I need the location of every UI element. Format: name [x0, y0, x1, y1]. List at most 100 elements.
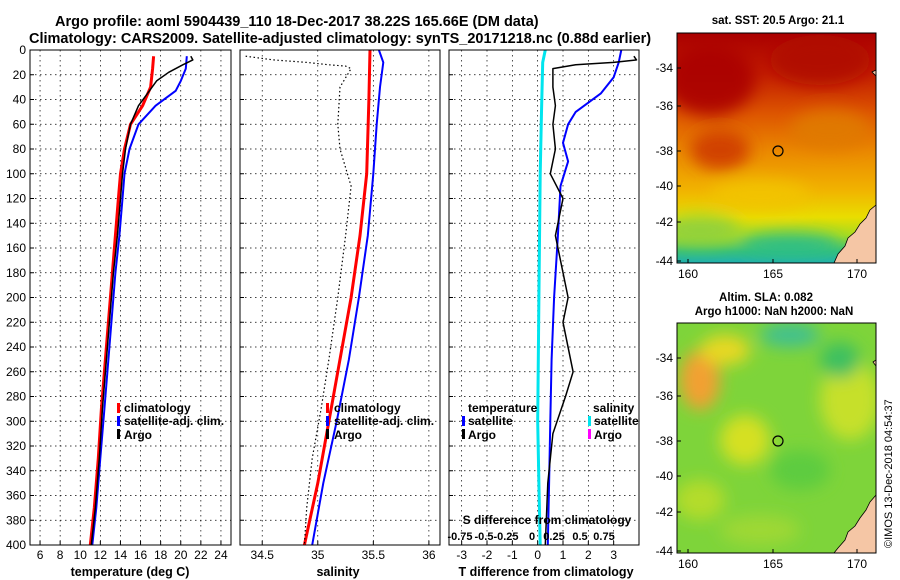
lat-tick-label: -34	[656, 351, 674, 365]
series-line-argo	[90, 55, 194, 545]
lat-tick-label: -34	[656, 61, 674, 75]
series-line-satellite-adj-clim-	[91, 56, 188, 545]
sst-lat-tick-labels: -34 -36 -38 -40 -42 -44	[656, 61, 681, 268]
lon-tick-label: 165	[763, 267, 783, 281]
depth-tick-label: 160	[6, 241, 26, 255]
x-tick-label: 0	[534, 548, 541, 562]
salinity-panel: 34.5 35 35.5 36 salinity climatology satell…	[239, 49, 441, 579]
temperature-panel: 0 20 40 60 80 100 120 140 160 180 200 220 240 260 280 3…	[6, 43, 232, 579]
difference-tick-labels: -3 -2 -1 0 1 2 3	[456, 548, 617, 562]
depth-tick-label: 220	[6, 315, 26, 329]
legend-label-argo: Argo	[334, 428, 362, 442]
sla-lat-tick-labels: -34 -36 -38 -40 -42 -44	[656, 351, 681, 558]
depth-tick-label: 60	[13, 117, 27, 131]
lon-tick-label: 160	[678, 267, 698, 281]
difference-panel: -3 -2 -1 0 1 2 3 T difference from climatology…	[447, 49, 640, 579]
s-difference-tick-labels: -0.75 -0.5 -0.25 0 0.25 0.5 0.75	[447, 531, 614, 543]
depth-tick-label: 140	[6, 216, 26, 230]
s-tick-label: -0.25	[493, 531, 518, 543]
legend-swatch-satellite	[117, 416, 120, 426]
x-tick-label: 18	[154, 548, 168, 562]
s-tick-label: 0.5	[572, 531, 587, 543]
s-tick-label: 0	[529, 531, 535, 543]
difference-xlabel: T difference from climatology	[458, 565, 633, 579]
lat-tick-label: -42	[656, 505, 674, 519]
sst-map-image	[677, 33, 876, 263]
x-tick-label: -3	[456, 548, 467, 562]
x-tick-label: 35	[311, 548, 325, 562]
series-line-argo	[245, 55, 352, 545]
x-tick-label: 36	[422, 548, 436, 562]
salinity-axes-frame	[239, 49, 441, 546]
lat-tick-label: -38	[656, 434, 674, 448]
difference-legend-temperature: temperature satellite Argo	[462, 401, 538, 442]
depth-tick-label: 80	[13, 142, 27, 156]
x-tick-label: 16	[134, 548, 148, 562]
watermark-timestamp: ©IMOS 13-Dec-2018 04:54:37	[883, 399, 895, 548]
legend-swatch-argo	[117, 429, 120, 439]
legend-label-satellite: satellite-adj. clim.	[334, 414, 434, 428]
x-tick-label: 12	[94, 548, 108, 562]
depth-tick-label: 0	[19, 43, 26, 57]
legend-label-s-argo: Argo	[594, 428, 622, 442]
x-tick-label: 10	[74, 548, 88, 562]
x-tick-label: 6	[37, 548, 44, 562]
x-tick-label: 20	[174, 548, 188, 562]
difference-grid	[449, 49, 639, 546]
x-tick-label: 35.5	[362, 548, 386, 562]
title-line2: Climatology: CARS2009. Satellite-adjuste…	[29, 31, 651, 47]
salinity-series	[245, 50, 385, 545]
legend-swatch-climatology	[117, 403, 120, 413]
x-tick-label: -1	[507, 548, 518, 562]
sst-map-title: sat. SST: 20.5 Argo: 21.1	[712, 15, 845, 27]
lat-tick-label: -36	[656, 99, 674, 113]
salinity-legend: climatology satellite-adj. clim. Argo	[326, 401, 434, 442]
legend-heading-temperature: temperature	[468, 401, 538, 415]
s-tick-label: -0.75	[447, 531, 472, 543]
sst-lon-tick-labels: 160 165 170	[678, 259, 867, 281]
series-line-s-satellite	[536, 50, 547, 545]
lat-tick-label: -44	[656, 544, 674, 558]
x-tick-label: 3	[610, 548, 617, 562]
series-line-climatology	[88, 56, 156, 545]
temperature-xlabel: temperature (deg C)	[71, 565, 190, 579]
title-line1: Argo profile: aoml 5904439_110 18-Dec-20…	[55, 14, 539, 30]
salinity-tick-labels: 34.5 35 35.5 36	[251, 548, 436, 562]
s-tick-label: 0.75	[593, 531, 614, 543]
lon-tick-label: 170	[847, 557, 867, 571]
depth-tick-label: 180	[6, 266, 26, 280]
sla-map-image	[677, 323, 876, 553]
legend-label-satellite: satellite-adj. clim.	[124, 414, 224, 428]
depth-tick-label: 200	[6, 291, 26, 305]
temperature-series	[88, 55, 194, 545]
land-coastline	[833, 494, 876, 553]
legend-label-t-argo: Argo	[468, 428, 496, 442]
sla-map-frame	[676, 322, 877, 554]
depth-tick-label: 100	[6, 167, 26, 181]
series-line-t-argo	[544, 55, 638, 545]
legend-label-s-satellite: satellite	[594, 414, 639, 428]
sla-lon-tick-labels: 160 165 170	[678, 549, 867, 571]
depth-tick-label: 240	[6, 340, 26, 354]
series-line-satellite-adj-clim-	[311, 50, 385, 545]
x-tick-label: 24	[214, 548, 228, 562]
depth-tick-label: 320	[6, 439, 26, 453]
legend-swatch-t-satellite	[462, 416, 465, 426]
temperature-tick-labels: 6 8 10 12 14 16 18 20 22 24	[37, 548, 228, 562]
legend-swatch-s-satellite	[588, 416, 591, 426]
lat-tick-label: -40	[656, 179, 674, 193]
x-tick-label: 14	[114, 548, 128, 562]
legend-label-climatology: climatology	[124, 401, 191, 415]
legend-swatch-argo	[326, 429, 329, 439]
x-tick-label: 22	[194, 548, 208, 562]
depth-tick-label: 400	[6, 538, 26, 552]
sla-map-title-line2: Argo h1000: NaN h2000: NaN	[695, 306, 854, 318]
legend-label-t-satellite: satellite	[468, 414, 513, 428]
sst-map-frame	[676, 32, 877, 264]
lon-tick-label: 165	[763, 557, 783, 571]
depth-tick-label: 300	[6, 414, 26, 428]
sla-map-title-line1: Altim. SLA: 0.082	[719, 292, 813, 304]
lon-tick-label: 170	[847, 267, 867, 281]
lat-tick-label: -42	[656, 215, 674, 229]
